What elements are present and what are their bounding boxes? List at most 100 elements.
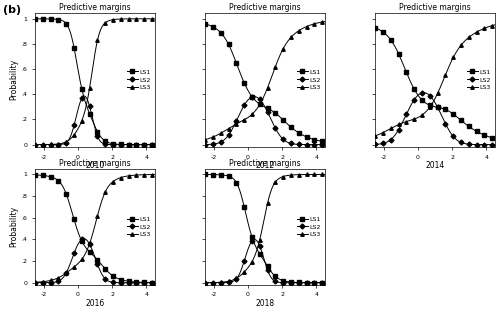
LS2 [202, 143, 208, 146]
X-axis label: 2016: 2016 [86, 299, 104, 308]
LS1 [202, 22, 208, 26]
LS1 [119, 142, 125, 146]
LS1 [372, 26, 378, 29]
LS1 [420, 99, 426, 103]
LS3 [250, 112, 256, 116]
LS1 [32, 17, 38, 21]
Legend: LS1, LS2, LS3: LS1, LS2, LS3 [124, 67, 154, 93]
LS2 [32, 143, 38, 146]
LS2 [81, 94, 87, 98]
LS2 [322, 281, 328, 285]
Line: LS1: LS1 [204, 173, 326, 285]
LS3 [241, 118, 247, 122]
LS1 [241, 81, 247, 85]
LS1 [32, 173, 38, 177]
LS3 [411, 117, 417, 121]
LS2 [119, 143, 125, 146]
LS2 [386, 139, 392, 142]
LS3 [80, 257, 86, 260]
LS1 [46, 17, 52, 21]
LS2 [278, 281, 284, 285]
X-axis label: 2012: 2012 [256, 161, 274, 170]
LS1 [108, 141, 114, 145]
LS3 [420, 113, 426, 116]
LS1 [460, 120, 466, 123]
Y-axis label: Probability: Probability [10, 59, 18, 100]
LS3 [118, 176, 124, 179]
Title: Predictive margins: Predictive margins [59, 159, 130, 168]
LS1 [216, 173, 222, 177]
LS1 [202, 172, 208, 176]
Title: Predictive margins: Predictive margins [400, 3, 471, 12]
LS3 [119, 175, 125, 179]
Title: Predictive margins: Predictive margins [59, 3, 130, 12]
LS1 [458, 119, 464, 123]
LS1 [46, 175, 52, 178]
LS1 [288, 280, 294, 284]
Legend: LS1, LS2, LS3: LS1, LS2, LS3 [124, 214, 154, 240]
LS3 [288, 173, 294, 177]
LS2 [71, 251, 77, 255]
LS3 [289, 173, 295, 177]
Legend: LS1, LS2, LS3: LS1, LS2, LS3 [294, 214, 324, 240]
LS3 [372, 134, 378, 138]
LS2 [108, 280, 114, 284]
LS1 [322, 281, 328, 285]
LS2 [202, 281, 208, 285]
LS1 [386, 37, 392, 40]
LS3 [288, 35, 294, 38]
LS2 [32, 281, 38, 285]
LS3 [108, 182, 114, 186]
Line: LS3: LS3 [374, 23, 496, 138]
Line: LS3: LS3 [34, 17, 156, 146]
LS1 [216, 30, 222, 33]
LS1 [80, 90, 86, 94]
LS2 [289, 281, 295, 285]
Title: Predictive margins: Predictive margins [229, 3, 301, 12]
LS1 [448, 110, 454, 114]
LS3 [46, 143, 52, 146]
Title: Predictive margins: Predictive margins [229, 159, 301, 168]
LS3 [32, 280, 38, 284]
LS3 [386, 127, 392, 131]
LS2 [278, 135, 284, 139]
LS2 [290, 281, 296, 285]
LS2 [71, 124, 77, 127]
LS3 [448, 61, 454, 65]
LS1 [71, 218, 77, 221]
LS2 [411, 98, 417, 101]
LS3 [118, 17, 124, 21]
Line: LS3: LS3 [204, 20, 326, 141]
LS1 [80, 240, 86, 244]
LS1 [278, 278, 283, 281]
LS2 [108, 143, 114, 146]
LS1 [152, 143, 158, 146]
LS3 [460, 42, 466, 46]
Line: LS2: LS2 [204, 95, 326, 146]
LS3 [289, 34, 295, 38]
LS2 [322, 143, 328, 146]
Line: LS3: LS3 [204, 173, 326, 285]
Text: (b): (b) [2, 5, 21, 15]
LS2 [80, 237, 86, 241]
LS2 [120, 143, 126, 146]
LS1 [278, 115, 283, 119]
LS2 [216, 141, 222, 145]
LS3 [108, 18, 114, 22]
LS2 [250, 95, 256, 99]
LS3 [152, 173, 158, 177]
LS2 [80, 95, 86, 99]
Line: LS3: LS3 [34, 173, 156, 284]
LS2 [289, 142, 295, 146]
LS2 [46, 143, 52, 146]
LS2 [241, 104, 247, 107]
LS1 [108, 272, 114, 276]
Line: LS2: LS2 [34, 237, 156, 285]
Line: LS2: LS2 [34, 94, 156, 146]
LS2 [120, 281, 126, 285]
LS2 [152, 281, 158, 285]
LS2 [251, 95, 257, 98]
LS3 [278, 52, 283, 56]
LS1 [152, 281, 158, 285]
Legend: LS1, LS2, LS3: LS1, LS2, LS3 [294, 67, 324, 93]
